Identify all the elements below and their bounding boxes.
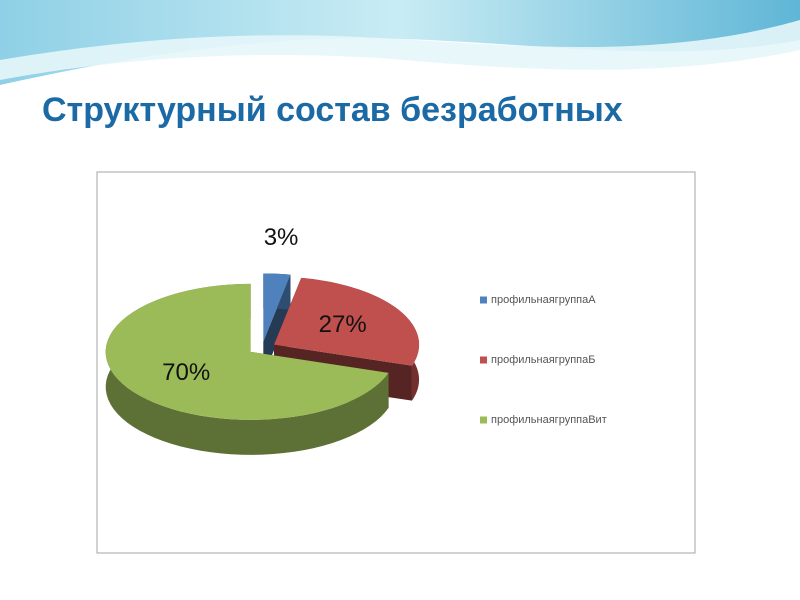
legend-swatch [480, 296, 487, 304]
slice [105, 283, 389, 420]
legend-label: профильнаягруппаБ [491, 354, 595, 366]
data-label: 3% [264, 224, 299, 251]
data-label: 27% [319, 311, 367, 338]
header-wave [0, 0, 800, 85]
legend-swatch [480, 356, 487, 364]
legend: профильнаягруппаА профильнаягруппаБ профил… [480, 294, 607, 426]
slide-title: Структурный состав безработных [42, 91, 623, 129]
legend-label: профильнаягруппаА [491, 294, 596, 306]
legend-swatch [480, 416, 487, 424]
header-wave-light [0, 20, 800, 80]
slice [263, 273, 291, 342]
pie: 3% 27% 70% [105, 224, 420, 455]
slice [274, 277, 420, 366]
legend-label: профильнаягруппаВит [491, 414, 607, 426]
data-label: 70% [162, 359, 210, 386]
